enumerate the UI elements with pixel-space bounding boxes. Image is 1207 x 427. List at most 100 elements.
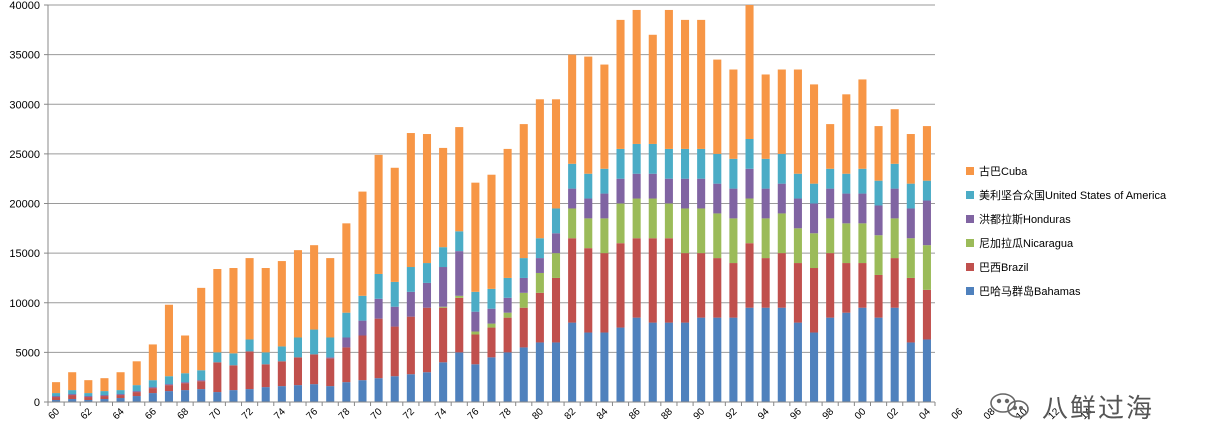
bar-segment [487,308,496,324]
bar-segment [277,386,286,402]
bar-segment [390,167,399,282]
y-tick-label: 30000 [9,99,40,111]
bar-segment [310,245,319,330]
bar-segment [455,295,464,298]
bar-segment [471,311,480,332]
bar-segment [745,198,754,244]
bar-segment [842,193,851,224]
bar-segment [697,148,706,179]
bar-segment [519,292,528,308]
bar-segment [326,386,335,402]
bar-segment [326,358,335,387]
bar-segment [374,378,383,402]
bar-segment [310,354,319,385]
bar-marks [52,5,931,402]
bar-segment [777,183,786,214]
bar-segment [148,393,157,402]
bar-segment [697,19,706,149]
bar-segment [874,235,883,275]
bar-segment [455,352,464,402]
bar-segment [181,373,190,383]
bar-segment [648,143,657,174]
bar-segment [600,253,609,333]
bar-segment [616,203,625,244]
bar-segment [874,205,883,236]
bar-segment [100,395,109,397]
bar-segment [213,362,222,393]
bar-segment [374,273,383,299]
y-tick-label: 35000 [9,50,40,62]
bar-segment [519,347,528,402]
bar-segment [664,148,673,179]
bar-segment [648,238,657,323]
bar-segment [858,307,867,402]
bar-segment [568,322,577,402]
bar-segment [455,251,464,296]
bar-segment [68,372,77,391]
bar-segment [197,287,206,371]
bar-segment [906,183,915,209]
bar-segment [826,188,835,219]
bar-segment [261,268,270,353]
bar-segment [906,238,915,278]
bar-segment [777,253,786,308]
bar-segment [390,376,399,402]
bar-segment [680,208,690,254]
bar-segment [697,178,706,209]
bar-segment [616,178,625,204]
bar-segment [52,396,61,398]
bar-segment [632,198,641,239]
bar-segment [181,383,190,391]
bar-segment [584,218,593,249]
bar-segment [406,374,415,402]
bar-segment [358,295,367,321]
bar-segment [261,364,270,388]
bar-segment [697,208,706,254]
y-tick-label: 15000 [9,248,40,260]
bar-segment [100,391,109,396]
bar-segment [164,376,173,385]
legend-label: 美利坚合众国United States of America [979,188,1167,202]
bar-segment [551,277,561,343]
bar-segment [68,395,77,400]
bar-segment [503,148,512,278]
bar-segment [52,400,61,402]
bar-segment [600,64,609,169]
bar-segment [471,364,480,402]
bar-segment [439,267,448,307]
bar-segment [680,253,690,323]
bar-segment [664,322,673,402]
bar-segment [358,320,367,336]
bar-segment [471,334,480,365]
bar-segment [100,399,109,402]
bar-segment [729,263,738,318]
legend-swatch [966,167,974,175]
bar-segment [793,198,802,229]
bar-segment [745,5,754,139]
bar-segment [922,289,931,340]
bar-segment [213,269,222,353]
bar-segment [826,168,835,189]
bar-segment [374,154,383,274]
bar-segment [874,126,883,181]
bar-segment [293,357,303,386]
bar-segment [390,281,399,307]
bar-segment [116,395,125,399]
bar-segment [148,344,157,381]
bar-segment [826,218,835,254]
bar-segment [342,312,351,338]
bar-segment [132,391,141,393]
bar-segment [906,342,915,402]
bar-segment [697,253,706,318]
bar-segment [84,393,93,397]
bar-segment [680,178,690,209]
legend-swatch [966,215,974,223]
bar-segment [503,277,512,298]
bar-segment [874,317,883,402]
bar-segment [439,306,448,308]
bar-segment [777,213,786,254]
bar-segment [406,291,415,317]
bar-segment [181,335,190,374]
bar-segment [310,329,319,355]
